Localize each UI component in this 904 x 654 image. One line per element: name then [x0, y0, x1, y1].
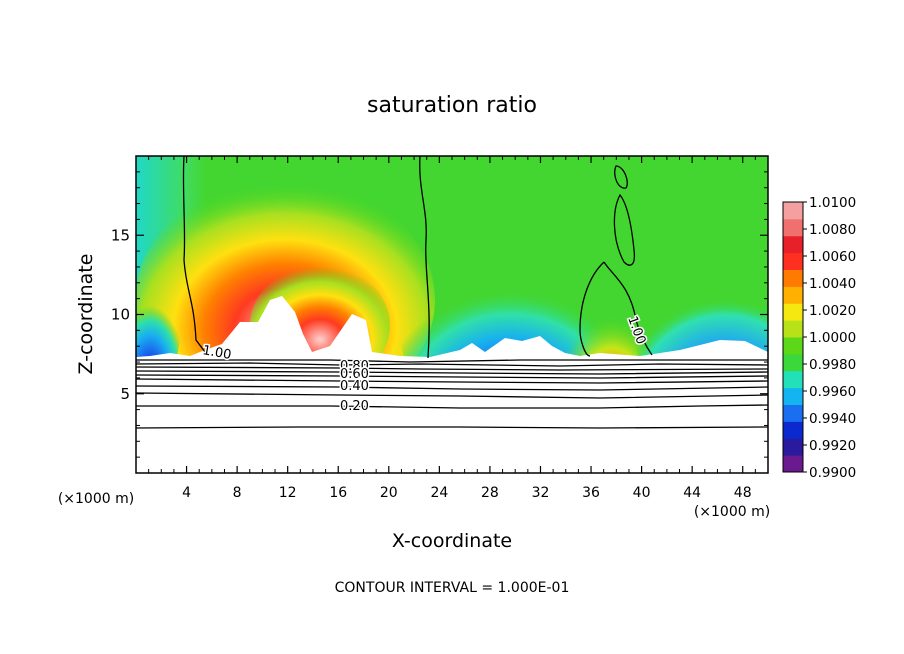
contour-0-40 [136, 385, 768, 391]
contour-1-00-middle [419, 156, 430, 359]
x-unit-label: (×1000 m) [694, 504, 770, 520]
contour-lines [136, 156, 768, 429]
colorbar-label: 0.9920 [809, 438, 856, 454]
colorbar-label: 1.0080 [809, 222, 856, 238]
colorbar-swatch [783, 421, 803, 439]
colorbar-swatch [783, 370, 803, 389]
contour-label-0-60: 0.60 [340, 367, 369, 382]
contour-1-00-right-mid [613, 193, 636, 266]
contour-label-0-80: 0.80 [340, 359, 369, 374]
colorbar-label: 0.9900 [809, 465, 856, 481]
y-tick-label: 5 [120, 385, 130, 403]
x-tick-label: 40 [633, 485, 651, 501]
x-tick-label: 8 [233, 485, 242, 501]
y-tick-label: 15 [111, 226, 130, 244]
contour-0-10 [136, 426, 768, 429]
y-unit-label: (×1000 m) [58, 491, 134, 507]
colorbar-label: 0.9980 [809, 357, 856, 373]
below-field-white [136, 296, 768, 473]
x-tick-label: 16 [329, 485, 347, 501]
colorbar-label: 1.0040 [809, 276, 856, 292]
colorbar-swatch [783, 252, 803, 270]
contour-0-70 [136, 370, 768, 375]
colorbar-swatch [783, 286, 803, 304]
chart-title: saturation ratio [367, 93, 537, 118]
x-tick-label: 48 [734, 485, 752, 501]
colorbar-swatch [783, 320, 803, 338]
x-tick-label: 24 [430, 485, 448, 501]
contour-0-90 [136, 362, 768, 367]
contour-1-00-right-lower [579, 261, 653, 357]
x-tick-label: 44 [683, 485, 701, 501]
contour-0-20 [136, 404, 768, 409]
contour-0-60 [136, 374, 768, 379]
colorbar-label: 1.0060 [809, 249, 856, 265]
x-tick-label: 4 [182, 485, 191, 501]
colorbar-label: 1.0020 [809, 303, 856, 319]
colorbar-label: 1.0000 [809, 330, 856, 346]
colorbar-label: 1.0100 [809, 195, 856, 211]
contour-1-00-left [182, 156, 206, 353]
colorbar-swatch [783, 269, 803, 287]
contour-1-00-surface [136, 359, 768, 363]
colorbar-label: 0.9940 [809, 411, 856, 427]
x-tick-label: 32 [532, 485, 550, 501]
y-axis: 5 10 15 [111, 171, 768, 458]
colorbar-swatch [783, 455, 803, 473]
x-tick-label: 28 [481, 485, 499, 501]
contour-label-0-20: 0.20 [340, 399, 369, 414]
colorbar-swatch [783, 387, 803, 405]
contour-interval-note: CONTOUR INTERVAL = 1.000E-01 [335, 580, 570, 596]
colorbar-swatch [783, 202, 803, 220]
contour-1-00-right-upper [614, 165, 628, 189]
colorbar-swatch [783, 404, 803, 422]
y-tick-label: 10 [111, 306, 130, 324]
contour-0-80 [136, 366, 768, 371]
colorbar-swatch [783, 235, 803, 254]
colorbar-swatch [783, 337, 803, 355]
x-tick-label: 36 [582, 485, 600, 501]
contour-0-30 [136, 392, 768, 399]
x-axis-title: X-coordinate [392, 530, 512, 552]
colorbar-label: 0.9960 [809, 384, 856, 400]
contour-0-50 [136, 378, 768, 384]
field-area: 1.00 1.00 0.80 0.60 0.40 0.20 [136, 156, 768, 473]
colorbar: 1.0100 1.0080 1.0060 1.0040 1.0020 1.0000 0.99… [782, 195, 856, 481]
colorbar-swatch [783, 218, 803, 237]
y-axis-title: Z-coordinate [75, 254, 97, 375]
x-tick-label: 20 [380, 485, 398, 501]
x-tick-label: 12 [279, 485, 297, 501]
x-axis: 4 8 12 16 20 24 28 32 36 40 44 48 [148, 156, 756, 501]
colorbar-swatch [783, 438, 803, 456]
contour-label-left: 1.00 [201, 343, 232, 363]
colorbar-swatch [783, 303, 803, 321]
contour-label-0-40: 0.40 [340, 379, 369, 394]
colorbar-swatch [783, 353, 803, 372]
